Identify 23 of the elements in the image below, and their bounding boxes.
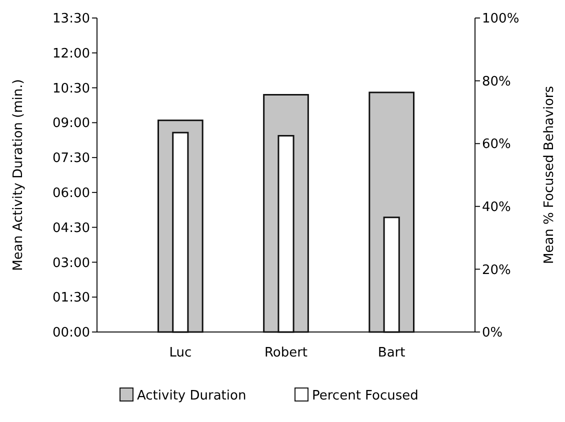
- x-tick-label: Bart: [378, 346, 406, 361]
- y-tick-label: 10:30: [52, 81, 90, 96]
- legend-label: Percent Focused: [312, 388, 418, 404]
- y2-axis-title: Mean % Focused Behaviors: [542, 86, 557, 264]
- y2-tick-label: 60%: [482, 137, 511, 152]
- y-tick-label: 03:00: [52, 256, 90, 271]
- x-tick-label: Robert: [264, 346, 308, 361]
- y-tick-label: 12:00: [52, 46, 90, 62]
- y-tick-label: 09:00: [52, 116, 90, 132]
- y-tick-label: 06:00: [52, 186, 90, 201]
- y2-tick-label: 40%: [482, 200, 511, 215]
- y2-tick-label: 20%: [482, 262, 511, 278]
- y2-tick-label: 0%: [482, 326, 503, 341]
- legend-label: Activity Duration: [137, 388, 246, 404]
- y-tick-label: 13:30: [52, 12, 90, 27]
- y2-tick-label: 80%: [482, 74, 511, 90]
- y-tick-label: 04:30: [52, 220, 90, 236]
- y-tick-label: 07:30: [52, 151, 90, 166]
- y-tick-label: 01:30: [52, 290, 90, 306]
- x-tick-label: Luc: [169, 346, 192, 361]
- y2-tick-label: 100%: [482, 12, 520, 27]
- y-tick-label: 00:00: [52, 326, 90, 341]
- y-axis-title: Mean Activity Duration (min.): [11, 79, 26, 271]
